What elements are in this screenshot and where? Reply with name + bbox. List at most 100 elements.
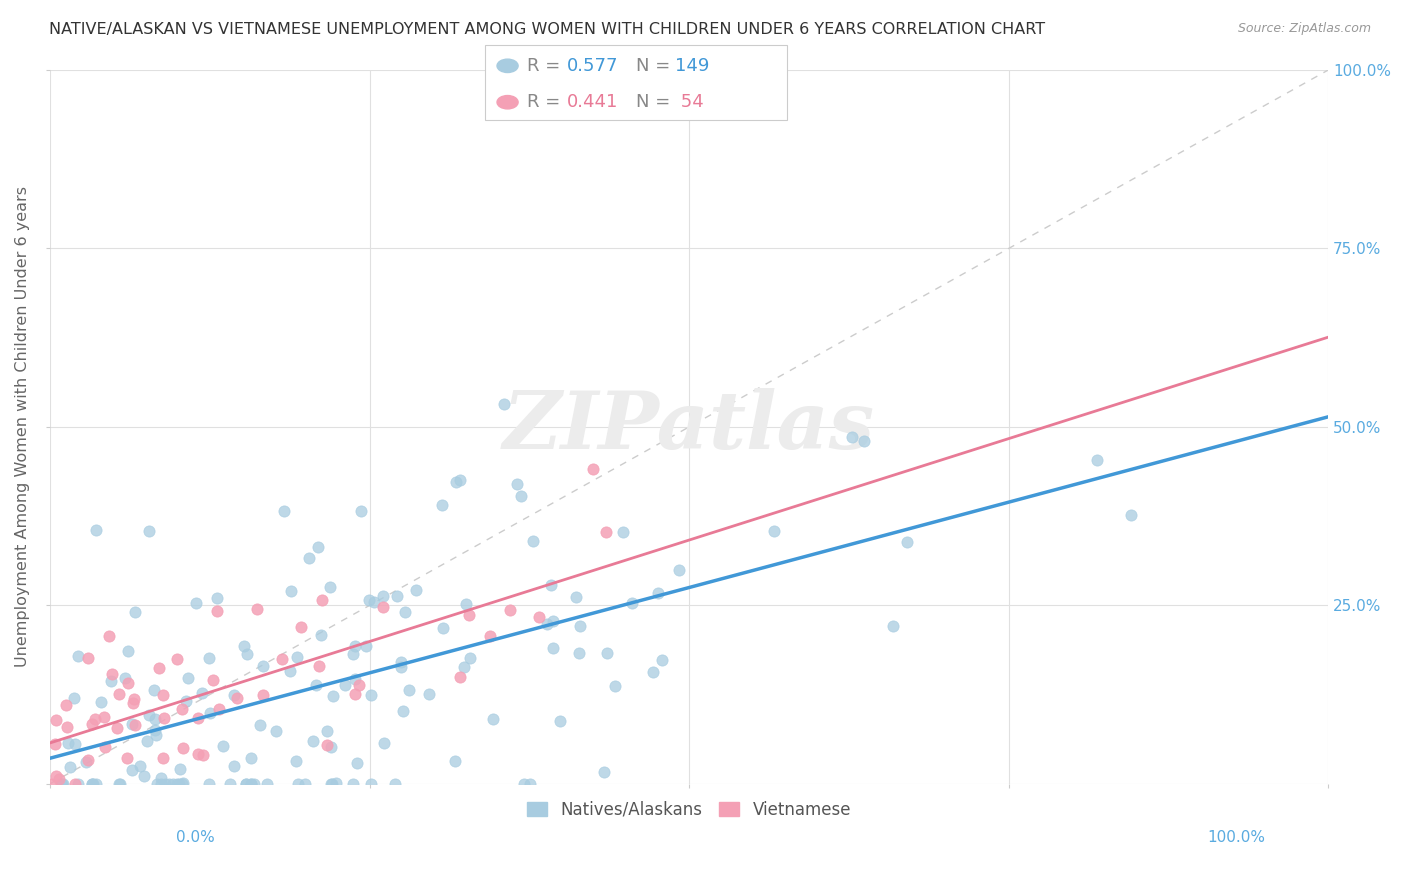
Point <box>647 586 669 600</box>
Point <box>612 524 634 539</box>
Point <box>565 590 588 604</box>
Point <box>233 639 256 653</box>
Point <box>357 592 380 607</box>
Point <box>482 712 505 726</box>
Point <box>97 629 120 643</box>
Y-axis label: Unemployment Among Women with Children Under 6 years: Unemployment Among Women with Children U… <box>15 186 30 667</box>
Point <box>143 723 166 737</box>
Point <box>108 777 131 791</box>
Point <box>252 658 274 673</box>
Point <box>333 678 356 692</box>
Point <box>343 672 366 686</box>
Point <box>319 777 342 791</box>
Point <box>101 667 124 681</box>
Point <box>45 769 67 783</box>
Point <box>152 751 174 765</box>
Point <box>449 474 471 488</box>
Point <box>59 760 82 774</box>
Point <box>242 777 264 791</box>
Point <box>152 689 174 703</box>
Point <box>222 758 245 772</box>
Point <box>391 660 413 674</box>
Point <box>308 658 330 673</box>
Point <box>543 614 565 628</box>
Point <box>344 687 367 701</box>
Point <box>172 741 194 756</box>
Point <box>84 712 107 726</box>
Point <box>418 687 440 701</box>
Point <box>444 754 467 768</box>
Point <box>593 764 616 779</box>
Point <box>405 583 427 598</box>
Point <box>252 688 274 702</box>
Point <box>51 777 73 791</box>
Point <box>605 679 627 693</box>
Point <box>882 619 904 633</box>
Point <box>896 535 918 549</box>
Point <box>373 735 395 749</box>
Point <box>84 523 107 537</box>
Point <box>48 772 70 787</box>
Point <box>208 702 231 716</box>
Point <box>519 777 541 791</box>
Point <box>527 610 550 624</box>
Point <box>63 691 86 706</box>
Point <box>169 762 191 776</box>
Point <box>499 603 522 617</box>
Text: 0.0%: 0.0% <box>176 830 215 845</box>
Point <box>90 695 112 709</box>
Point <box>205 604 228 618</box>
Point <box>548 714 571 728</box>
Point <box>385 590 408 604</box>
Point <box>325 776 347 790</box>
Point <box>162 777 184 791</box>
Point <box>246 602 269 616</box>
Point <box>191 748 214 763</box>
Point <box>290 620 312 634</box>
Point <box>212 739 235 754</box>
Point <box>271 651 294 665</box>
Point <box>347 678 370 692</box>
Point <box>100 673 122 688</box>
Point <box>55 698 77 713</box>
Point <box>456 597 478 611</box>
Point <box>84 777 107 791</box>
Point <box>342 777 364 791</box>
Point <box>321 777 343 791</box>
Point <box>124 605 146 619</box>
Point <box>360 777 382 791</box>
Point <box>240 750 263 764</box>
Point <box>94 740 117 755</box>
Point <box>138 707 160 722</box>
Point <box>240 777 263 791</box>
Point <box>285 754 308 768</box>
Point <box>122 692 145 706</box>
Point <box>371 599 394 614</box>
Point <box>75 755 97 769</box>
Point <box>249 718 271 732</box>
Point <box>235 777 257 791</box>
Point <box>384 777 406 791</box>
Point <box>360 688 382 702</box>
Text: 100.0%: 100.0% <box>1208 830 1265 845</box>
Point <box>93 709 115 723</box>
Point <box>145 728 167 742</box>
Point <box>541 640 564 655</box>
Text: R =: R = <box>527 57 567 75</box>
Point <box>453 660 475 674</box>
Point <box>309 627 332 641</box>
Point <box>479 628 502 642</box>
Point <box>166 777 188 791</box>
Point <box>319 580 342 594</box>
Point <box>136 734 159 748</box>
Point <box>226 690 249 705</box>
Point <box>350 504 373 518</box>
Point <box>319 740 342 755</box>
Point <box>172 776 194 790</box>
Point <box>394 605 416 619</box>
Point <box>273 504 295 518</box>
Point <box>287 777 309 791</box>
Text: 149: 149 <box>675 57 709 75</box>
Point <box>121 716 143 731</box>
Text: R =: R = <box>527 94 567 112</box>
